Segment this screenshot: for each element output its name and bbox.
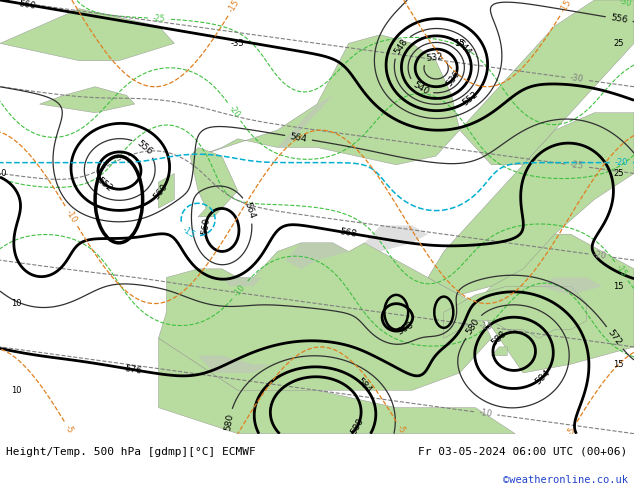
Polygon shape — [158, 173, 174, 208]
Text: 15: 15 — [455, 39, 465, 48]
Text: Fr 03-05-2024 06:00 UTC (00+06): Fr 03-05-2024 06:00 UTC (00+06) — [418, 447, 628, 457]
Text: 536: 536 — [445, 69, 462, 88]
Polygon shape — [476, 234, 634, 373]
Text: 564: 564 — [289, 132, 307, 144]
Polygon shape — [190, 147, 238, 217]
Text: -5: -5 — [63, 423, 75, 435]
Text: -10: -10 — [232, 283, 247, 298]
Polygon shape — [198, 356, 269, 373]
Polygon shape — [158, 243, 491, 391]
Text: 15: 15 — [613, 282, 623, 291]
Text: 532: 532 — [425, 52, 444, 63]
Polygon shape — [0, 9, 174, 61]
Text: 556: 556 — [610, 13, 628, 25]
Text: -15: -15 — [478, 321, 493, 332]
Text: -10: -10 — [478, 408, 493, 419]
Polygon shape — [539, 277, 602, 295]
Text: -20: -20 — [227, 104, 242, 120]
Text: -5: -5 — [566, 425, 578, 437]
Text: 10: 10 — [11, 386, 21, 395]
Text: -10: -10 — [64, 208, 79, 224]
Text: 584: 584 — [354, 376, 373, 395]
Text: ©weatheronline.co.uk: ©weatheronline.co.uk — [503, 475, 628, 485]
Text: -15: -15 — [559, 0, 574, 14]
Text: 572: 572 — [606, 328, 623, 347]
Text: 15: 15 — [613, 360, 623, 369]
Polygon shape — [39, 87, 134, 113]
Text: -20: -20 — [593, 250, 607, 261]
Text: -15: -15 — [181, 225, 197, 241]
Text: 568: 568 — [395, 320, 415, 337]
Text: 552: 552 — [95, 175, 114, 193]
Text: -25: -25 — [153, 14, 165, 24]
Polygon shape — [428, 113, 634, 295]
Text: -5: -5 — [395, 423, 407, 435]
Text: 584: 584 — [533, 368, 552, 386]
Text: 556: 556 — [134, 138, 153, 156]
Text: 560: 560 — [152, 182, 170, 201]
Text: -35: -35 — [231, 39, 245, 48]
Text: 560: 560 — [200, 217, 211, 235]
Polygon shape — [158, 338, 515, 434]
Polygon shape — [460, 0, 634, 165]
Text: -15: -15 — [614, 264, 628, 279]
Polygon shape — [278, 96, 333, 147]
Text: 588: 588 — [489, 329, 508, 347]
Text: 580: 580 — [223, 413, 235, 431]
Text: -25: -25 — [569, 160, 584, 171]
Text: 25: 25 — [613, 169, 623, 178]
Polygon shape — [285, 243, 349, 269]
Text: 540: 540 — [411, 80, 430, 97]
Text: 576: 576 — [124, 364, 143, 376]
Text: 564: 564 — [242, 201, 256, 220]
Polygon shape — [365, 225, 428, 251]
Polygon shape — [198, 35, 460, 165]
Text: -20: -20 — [614, 158, 628, 167]
Text: Height/Temp. 500 hPa [gdmp][°C] ECMWF: Height/Temp. 500 hPa [gdmp][°C] ECMWF — [6, 447, 256, 457]
Polygon shape — [222, 277, 261, 286]
Text: 544: 544 — [455, 39, 473, 57]
Text: 552: 552 — [462, 90, 480, 108]
Text: -30: -30 — [569, 74, 584, 84]
Polygon shape — [444, 286, 586, 338]
Text: 25: 25 — [613, 39, 623, 48]
Text: 568: 568 — [339, 227, 357, 239]
Text: -40: -40 — [0, 169, 7, 178]
Text: 588: 588 — [349, 416, 365, 436]
Text: -30: -30 — [618, 0, 633, 9]
Text: 560: 560 — [18, 0, 37, 11]
Text: 580: 580 — [464, 317, 481, 336]
Text: 10: 10 — [11, 299, 21, 308]
Text: 548: 548 — [392, 37, 410, 56]
Polygon shape — [491, 347, 507, 356]
Text: -15: -15 — [227, 0, 242, 14]
